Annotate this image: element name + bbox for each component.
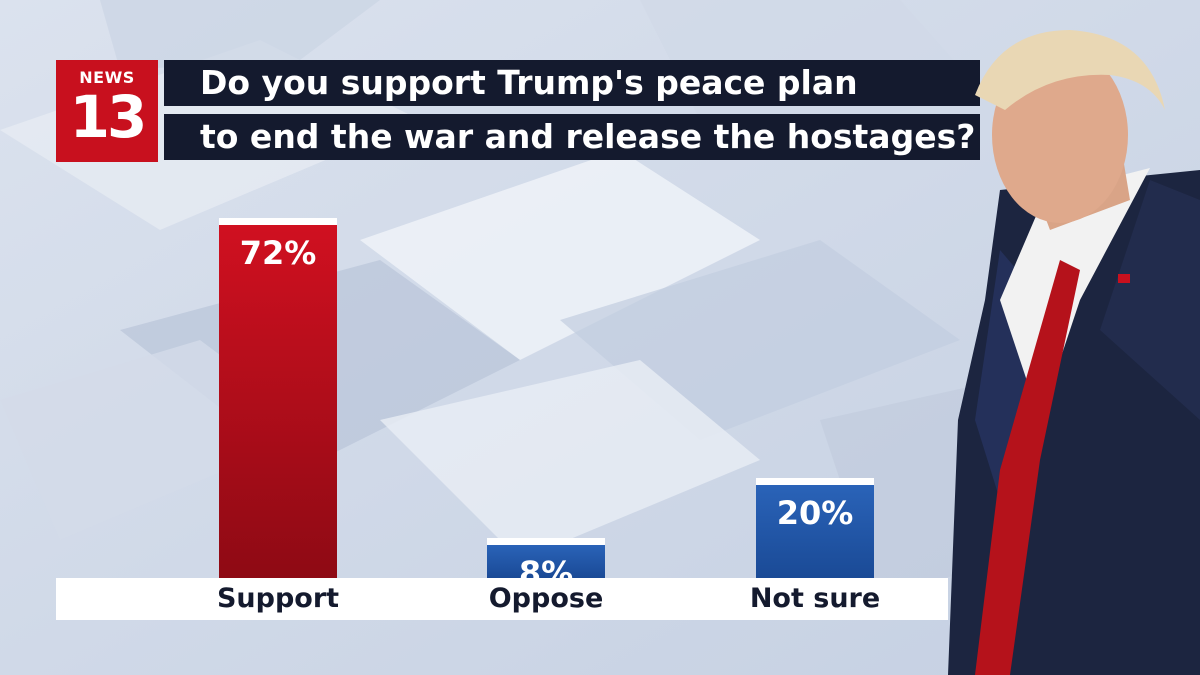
headline-line-1: Do you support Trump's peace plan [164, 60, 980, 106]
category-label: Support [216, 583, 340, 614]
bar-not-sure: 20% [756, 478, 874, 578]
bar-value-label: 8% [518, 554, 574, 592]
bar-support: 72% [219, 218, 337, 578]
logo-number: 13 [69, 83, 148, 151]
category-label: Oppose [488, 583, 604, 614]
bar-value-label: 72% [239, 234, 317, 272]
category-label: Not sure [749, 583, 881, 614]
logo-news-text: NEWS [79, 68, 135, 87]
headline-line-2: to end the war and release the hostages? [164, 114, 980, 160]
bar-oppose: 8% [487, 538, 605, 592]
category-label-strip [56, 578, 948, 620]
news13-logo: NEWS 13 [56, 60, 158, 162]
bar-value-label: 20% [776, 494, 854, 532]
